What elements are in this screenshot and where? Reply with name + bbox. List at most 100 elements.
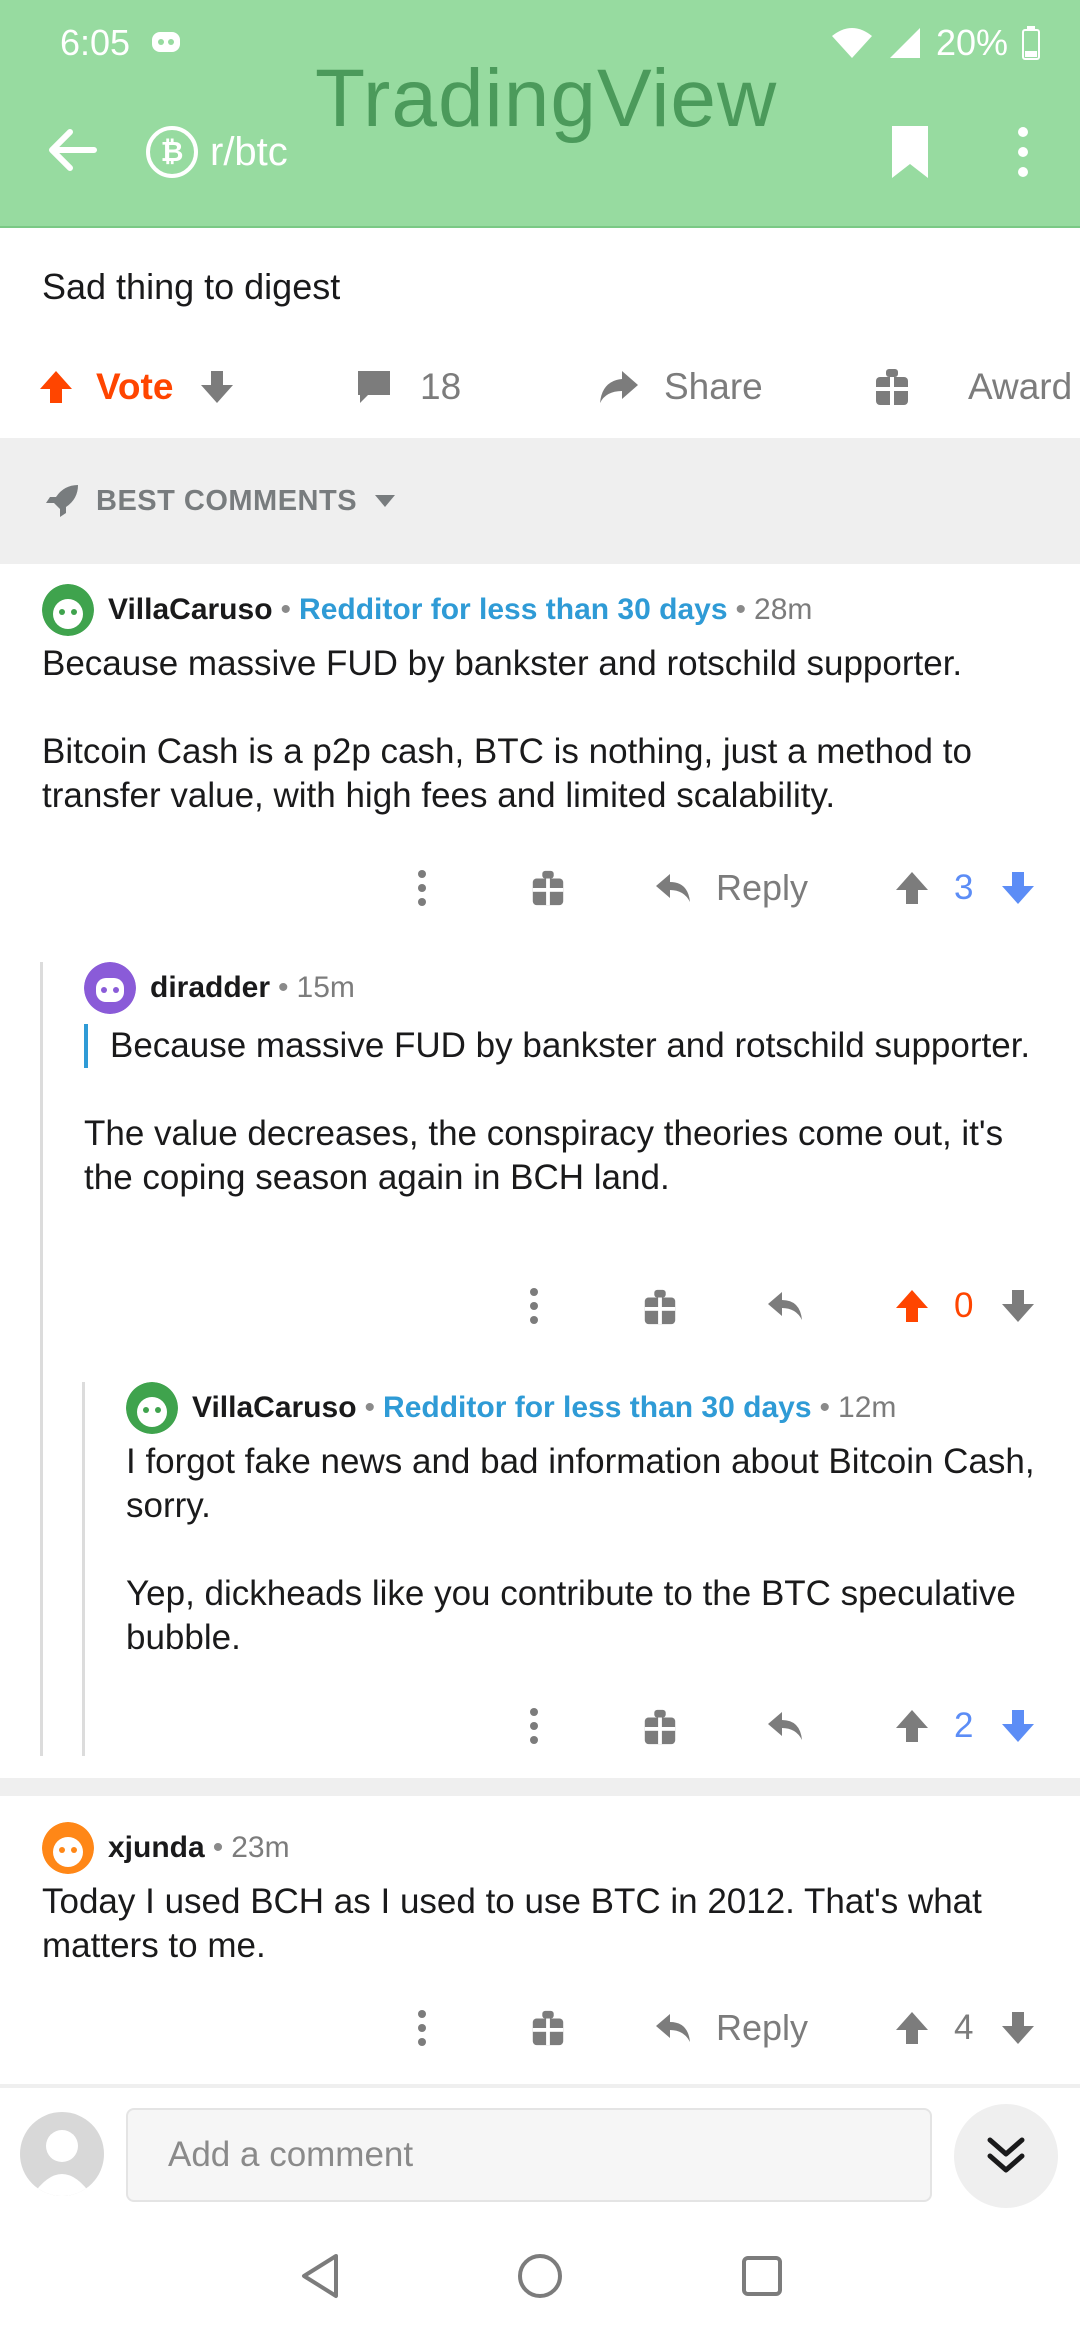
bitcoin-icon: ₿ — [146, 126, 198, 178]
award-label: Award — [968, 366, 1073, 407]
comment-meta: VillaCaruso • Redditor for less than 30 … — [42, 584, 1052, 636]
thread-line[interactable] — [82, 1382, 85, 1756]
more-options-icon[interactable] — [526, 1284, 542, 1328]
back-arrow-icon[interactable] — [44, 122, 100, 178]
comment-paragraph: Today I used BCH as I used to use BTC in… — [42, 1882, 982, 1965]
comment-paragraph: Yep, dickheads like you contribute to th… — [126, 1574, 1016, 1657]
comments-button[interactable]: 18 — [354, 366, 461, 408]
quoted-text: Because massive FUD by bankster and rots… — [84, 1024, 1054, 1068]
status-time: 6:05 — [60, 22, 131, 63]
reply-arrow-icon — [656, 2014, 690, 2042]
avatar[interactable] — [42, 584, 94, 636]
gift-icon — [876, 369, 908, 405]
comment-paragraph: The value decreases, the conspiracy theo… — [84, 1114, 1004, 1197]
avatar[interactable] — [126, 1382, 178, 1434]
user-flair: Redditor for less than 30 days — [299, 593, 728, 626]
avatar[interactable] — [42, 1822, 94, 1874]
downvote-icon[interactable] — [998, 868, 1038, 908]
comment: xjunda • 23m Today I used BCH as I used … — [42, 1822, 1052, 1968]
subreddit-link[interactable]: ₿ r/btc — [146, 126, 288, 178]
share-button[interactable]: Share — [596, 366, 763, 408]
reply-button[interactable]: Reply — [654, 1998, 808, 2058]
vote-label: Vote — [96, 366, 174, 407]
vote-score: 2 — [954, 1706, 974, 1745]
double-chevron-down-icon — [987, 2137, 1025, 2173]
comment-body: The value decreases, the conspiracy theo… — [84, 1112, 1054, 1200]
add-comment-placeholder: Add a comment — [168, 2135, 414, 2174]
nav-back-icon[interactable] — [296, 2250, 346, 2302]
vote-score: 3 — [954, 868, 974, 907]
comment-age: 15m — [296, 971, 355, 1004]
username[interactable]: VillaCaruso — [108, 593, 273, 626]
collapse-comments-button[interactable] — [954, 2104, 1058, 2208]
comment-body: Because massive FUD by bankster and rots… — [42, 642, 1052, 818]
comment-composer: Add a comment — [0, 2084, 1080, 2220]
upvote-icon[interactable] — [892, 2008, 932, 2048]
share-label: Share — [664, 366, 763, 407]
tradingview-watermark: TradingView — [315, 53, 778, 144]
bookmark-icon[interactable] — [880, 122, 940, 182]
add-comment-input[interactable]: Add a comment — [126, 2108, 932, 2202]
downvote-icon[interactable] — [998, 2008, 1038, 2048]
more-options-icon[interactable] — [414, 866, 430, 910]
gift-icon[interactable] — [642, 1288, 678, 1326]
comment-count: 18 — [420, 366, 462, 407]
reply-arrow-icon[interactable] — [766, 1288, 806, 1324]
username[interactable]: diradder — [150, 971, 271, 1004]
overflow-menu-icon[interactable] — [1000, 122, 1046, 182]
upvote-icon[interactable] — [892, 1706, 932, 1746]
comment-meta: diradder • 15m — [84, 962, 1054, 1014]
status-bar: 6:05 20% — [60, 18, 1040, 68]
post-actions: Vote 18 Share Award — [0, 350, 1080, 424]
more-options-icon[interactable] — [526, 1704, 542, 1748]
wifi-icon — [831, 28, 872, 58]
reply-button[interactable]: Reply — [654, 858, 808, 918]
avatar[interactable] — [84, 962, 136, 1014]
comment-paragraph: Because massive FUD by bankster and rots… — [42, 644, 963, 683]
battery-icon — [1022, 26, 1040, 60]
more-options-icon[interactable] — [414, 2006, 430, 2050]
downvote-icon[interactable] — [998, 1286, 1038, 1326]
award-button[interactable]: Award — [874, 366, 1072, 408]
nav-recents-icon[interactable] — [738, 2250, 786, 2302]
nav-home-icon[interactable] — [514, 2250, 566, 2302]
comment-bubble-icon — [358, 371, 390, 403]
reply-arrow-icon — [656, 874, 690, 902]
user-avatar[interactable] — [20, 2112, 104, 2196]
vote-control: Vote — [36, 366, 237, 408]
chevron-down-icon — [375, 495, 396, 507]
separator-dot: • — [819, 1391, 831, 1424]
username[interactable]: VillaCaruso — [192, 1391, 357, 1424]
downvote-icon[interactable] — [197, 367, 237, 407]
separator-dot: • — [280, 593, 292, 626]
profile-placeholder-icon — [32, 2130, 92, 2196]
comment-age: 28m — [754, 593, 813, 626]
sort-selector[interactable]: BEST COMMENTS — [0, 438, 1080, 564]
gift-icon[interactable] — [530, 869, 566, 907]
upvote-icon[interactable] — [892, 1286, 932, 1326]
system-nav-bar — [0, 2220, 1080, 2340]
rocket-icon — [46, 485, 78, 517]
reply-arrow-icon[interactable] — [766, 1708, 806, 1744]
upvote-icon[interactable] — [892, 868, 932, 908]
thread-line[interactable] — [40, 962, 43, 1756]
reply-label: Reply — [716, 867, 809, 908]
subreddit-name: r/btc — [210, 129, 288, 174]
gift-icon[interactable] — [530, 2009, 566, 2047]
upvote-icon[interactable] — [36, 367, 76, 407]
app-bar: 6:05 20% TradingView ₿ r/btc — [0, 0, 1080, 228]
comment-meta: xjunda • 23m — [42, 1822, 1052, 1874]
username[interactable]: xjunda — [108, 1831, 205, 1864]
gift-icon[interactable] — [642, 1708, 678, 1746]
separator-dot: • — [364, 1391, 376, 1424]
user-flair: Redditor for less than 30 days — [383, 1391, 812, 1424]
reply-label: Reply — [716, 2007, 809, 2048]
signal-icon — [889, 28, 920, 58]
vote-score: 0 — [954, 1286, 974, 1325]
discord-notification-icon — [152, 32, 181, 52]
comment: VillaCaruso • Redditor for less than 30 … — [42, 584, 1052, 818]
comment-body: I forgot fake news and bad information a… — [126, 1440, 1056, 1660]
downvote-icon[interactable] — [998, 1706, 1038, 1746]
separator-dot: • — [735, 593, 747, 626]
share-arrow-icon — [600, 371, 638, 403]
